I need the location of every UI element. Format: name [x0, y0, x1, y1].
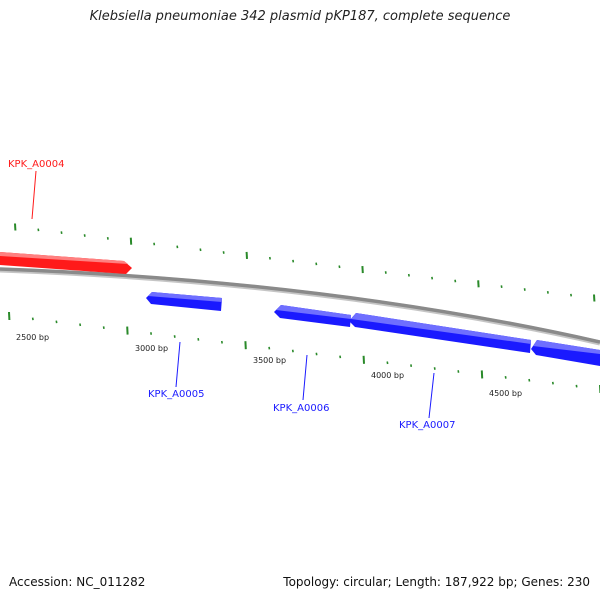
gene-kpk-a0005[interactable] [146, 292, 222, 311]
callout-line-kpk-a0007 [428, 372, 435, 419]
gene-arrow-highlight [0, 252, 128, 264]
inner-tick-ring [8, 311, 600, 394]
map-title: Klebsiella pneumoniae 342 plasmid pKP187… [89, 9, 511, 24]
sequence-summary: Topology: circular; Length: 187,922 bp; … [283, 575, 590, 589]
gene-arrow-highlight [533, 340, 600, 354]
gene-label-kpk-a0004[interactable]: KPK_A0004 [8, 159, 64, 170]
accession-text: Accession: NC_011282 [9, 575, 146, 589]
gene-kpk-a0004[interactable] [0, 252, 132, 274]
gene-kpk-a0006[interactable] [274, 305, 351, 327]
scale-label-4000: 4000 bp [371, 371, 404, 380]
scale-label-2500: 2500 bp [16, 333, 49, 342]
outer-tick-ring [14, 223, 596, 302]
callout-line-kpk-a0006 [302, 354, 308, 401]
gene-arrow-highlight [148, 292, 222, 302]
plasmid-backbone [0, 267, 600, 344]
gene-label-kpk-a0006[interactable]: KPK_A0006 [273, 403, 329, 414]
callout-line-kpk-a0004 [31, 170, 37, 220]
gene-label-kpk-a0007[interactable]: KPK_A0007 [399, 420, 455, 431]
scale-label-4500: 4500 bp [489, 389, 522, 398]
callout-line-kpk-a0005 [175, 341, 181, 388]
gene-label-kpk-a0005[interactable]: KPK_A0005 [148, 389, 204, 400]
gene-arrow-highlight [351, 313, 531, 344]
backbone-shadow [0, 267, 600, 346]
scale-label-3000: 3000 bp [135, 344, 168, 353]
gene-next-partial[interactable] [531, 340, 600, 366]
gene-arrow-highlight [276, 305, 351, 319]
scale-label-3500: 3500 bp [253, 356, 286, 365]
gene-kpk-a0007[interactable] [349, 313, 531, 353]
